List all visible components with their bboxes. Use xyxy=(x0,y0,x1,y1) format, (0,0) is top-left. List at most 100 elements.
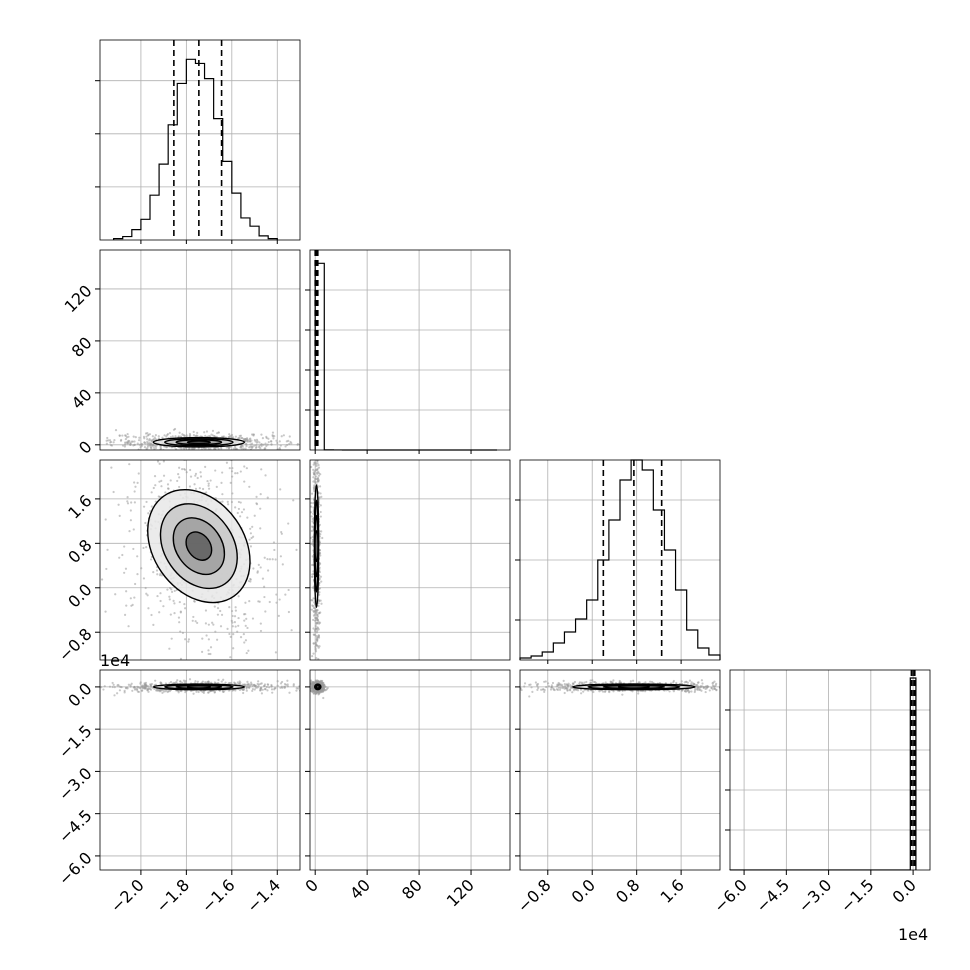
panel2d-1-0-point xyxy=(218,455,220,457)
panel2d-3-2-point xyxy=(769,690,771,692)
xtick-label-3-3: −1.5 xyxy=(837,875,878,916)
panel2d-3-0-point xyxy=(286,679,289,682)
panel2d-2-1-point xyxy=(317,452,319,454)
panel2d-3-0-point xyxy=(176,679,179,682)
panel2d-2-0-point xyxy=(194,620,197,623)
panel2d-3-0-point xyxy=(141,685,144,688)
panel2d-2-1-point xyxy=(313,473,316,476)
panel2d-2-0-point xyxy=(249,527,252,530)
panel2d-2-0-point xyxy=(177,473,180,476)
panel2d-1-0-point xyxy=(143,441,146,444)
panel2d-2-1-content xyxy=(310,452,324,660)
panel2d-2-0-point xyxy=(125,604,128,607)
panel2d-2-0-point xyxy=(133,596,136,599)
panel2d-2-0-point xyxy=(290,629,293,632)
ytick-label-3-4: 0.0 xyxy=(64,679,95,710)
panel2d-2-0-point xyxy=(179,611,182,614)
panel2d-3-2-point xyxy=(564,686,567,689)
ytick-label-3-3: −1.5 xyxy=(55,721,96,762)
panel2d-2-1-point xyxy=(312,642,315,645)
panel2d-3-0-point xyxy=(292,684,295,687)
panel2d-1-0-point xyxy=(235,451,237,453)
panel2d-2-1-point xyxy=(310,501,313,505)
panel2d-3-2-point xyxy=(690,690,693,693)
panel2d-3-0-point xyxy=(184,691,187,694)
panel2d-2-0-point xyxy=(229,635,232,638)
panel2d-2-0-point xyxy=(147,607,150,610)
panel2d-2-0-point xyxy=(213,605,216,608)
panel2d-3-1-point xyxy=(311,690,314,693)
panel2d-3-2-point xyxy=(545,685,548,689)
panel2d-3-2-point xyxy=(710,686,713,689)
panel2d-2-0-point xyxy=(237,624,240,627)
panel2d-2-1-point xyxy=(317,474,321,477)
panel2d-3-2-point xyxy=(675,681,678,685)
panel2d-1-0-point xyxy=(123,445,127,448)
panel2d-2-0-point xyxy=(220,613,224,616)
panel2d-2-0-point xyxy=(221,471,224,474)
panel2d-3-2-point xyxy=(558,688,562,691)
panel2d-2-1-point xyxy=(314,645,317,648)
panel2d-1-0-point xyxy=(246,439,250,442)
panel2d-3-2-point xyxy=(550,684,553,687)
panel2d-2-0-point xyxy=(237,507,241,511)
panel2d-2-0-point xyxy=(175,722,177,724)
panel2d-2-0-point xyxy=(239,515,242,518)
panel2d-3-2-point xyxy=(523,685,526,688)
panel2d-3-2-group xyxy=(508,679,771,698)
panel2d-2-1-point xyxy=(317,599,321,603)
panel2d-3-0-point xyxy=(124,687,128,690)
panel2d-2-0-point xyxy=(252,776,254,778)
panel2d-2-0-point xyxy=(196,476,199,480)
panel2d-2-1-point xyxy=(318,485,322,488)
panel2d-2-0-point xyxy=(100,578,104,581)
panel2d-2-1-point xyxy=(315,657,318,660)
panel2d-2-0-point xyxy=(128,529,131,533)
col3-x-offset-label: 1e4 xyxy=(898,925,928,944)
panel2d-1-0-point xyxy=(253,439,257,442)
panel2d-3-2-point xyxy=(723,682,725,684)
panel2d-2-0-point xyxy=(287,588,290,592)
panel2d-3-0-point xyxy=(143,687,146,690)
panel2d-3-0-group xyxy=(100,678,300,697)
panel2d-2-0-point xyxy=(145,592,148,595)
panel2d-3-0-content xyxy=(100,678,300,697)
panel2d-3-2-point xyxy=(720,682,722,684)
panel2d-2-0-point xyxy=(205,634,208,637)
panel2d-2-0-point xyxy=(266,496,269,499)
panel2d-2-1-point xyxy=(321,455,323,457)
panel2d-3-2-point xyxy=(688,679,692,682)
panel2d-1-0-point xyxy=(304,448,306,450)
panel2d-2-1-point xyxy=(319,510,322,514)
panel2d-2-0-point xyxy=(279,555,282,558)
panel2d-3-0-point xyxy=(247,682,250,685)
panel2d-3-2-point xyxy=(508,682,510,684)
panel2d-1-0-point xyxy=(265,436,268,440)
panel2d-1-0-point xyxy=(146,431,149,435)
panel2d-1-0-point xyxy=(159,446,162,449)
panel2d-2-1-point xyxy=(313,487,316,490)
panel2d-3-2-point xyxy=(726,689,728,691)
panel2d-2-0-point xyxy=(248,538,251,541)
panel2d-2-0-point xyxy=(149,558,153,561)
panel2d-2-0-point xyxy=(191,619,194,622)
panel2d-2-1-point xyxy=(318,523,321,526)
panel2d-1-0-point xyxy=(270,443,273,446)
panel2d-3-2-point xyxy=(565,687,568,690)
panel2d-3-2-point xyxy=(746,690,748,692)
panel2d-1-0-point xyxy=(279,444,282,447)
panel2d-2-0-point xyxy=(137,472,140,475)
panel2d-2-0-point xyxy=(166,588,169,591)
panel2d-2-0-point xyxy=(256,676,258,678)
panel2d-2-0-point xyxy=(110,435,112,437)
panel2d-2-1-point xyxy=(312,476,315,479)
panel2d-2-1-point xyxy=(314,627,317,630)
panel2d-1-0-point xyxy=(132,435,135,438)
panel2d-2-0-point xyxy=(129,597,132,600)
xtick-label-3-1: −4.5 xyxy=(752,875,793,916)
panel2d-2-0-point xyxy=(248,485,251,488)
panel2d-2-0-point xyxy=(95,480,97,482)
panel2d-3-2-point xyxy=(680,680,683,683)
panel2d-2-0-point xyxy=(178,466,181,469)
hist-2-steps xyxy=(519,459,721,660)
